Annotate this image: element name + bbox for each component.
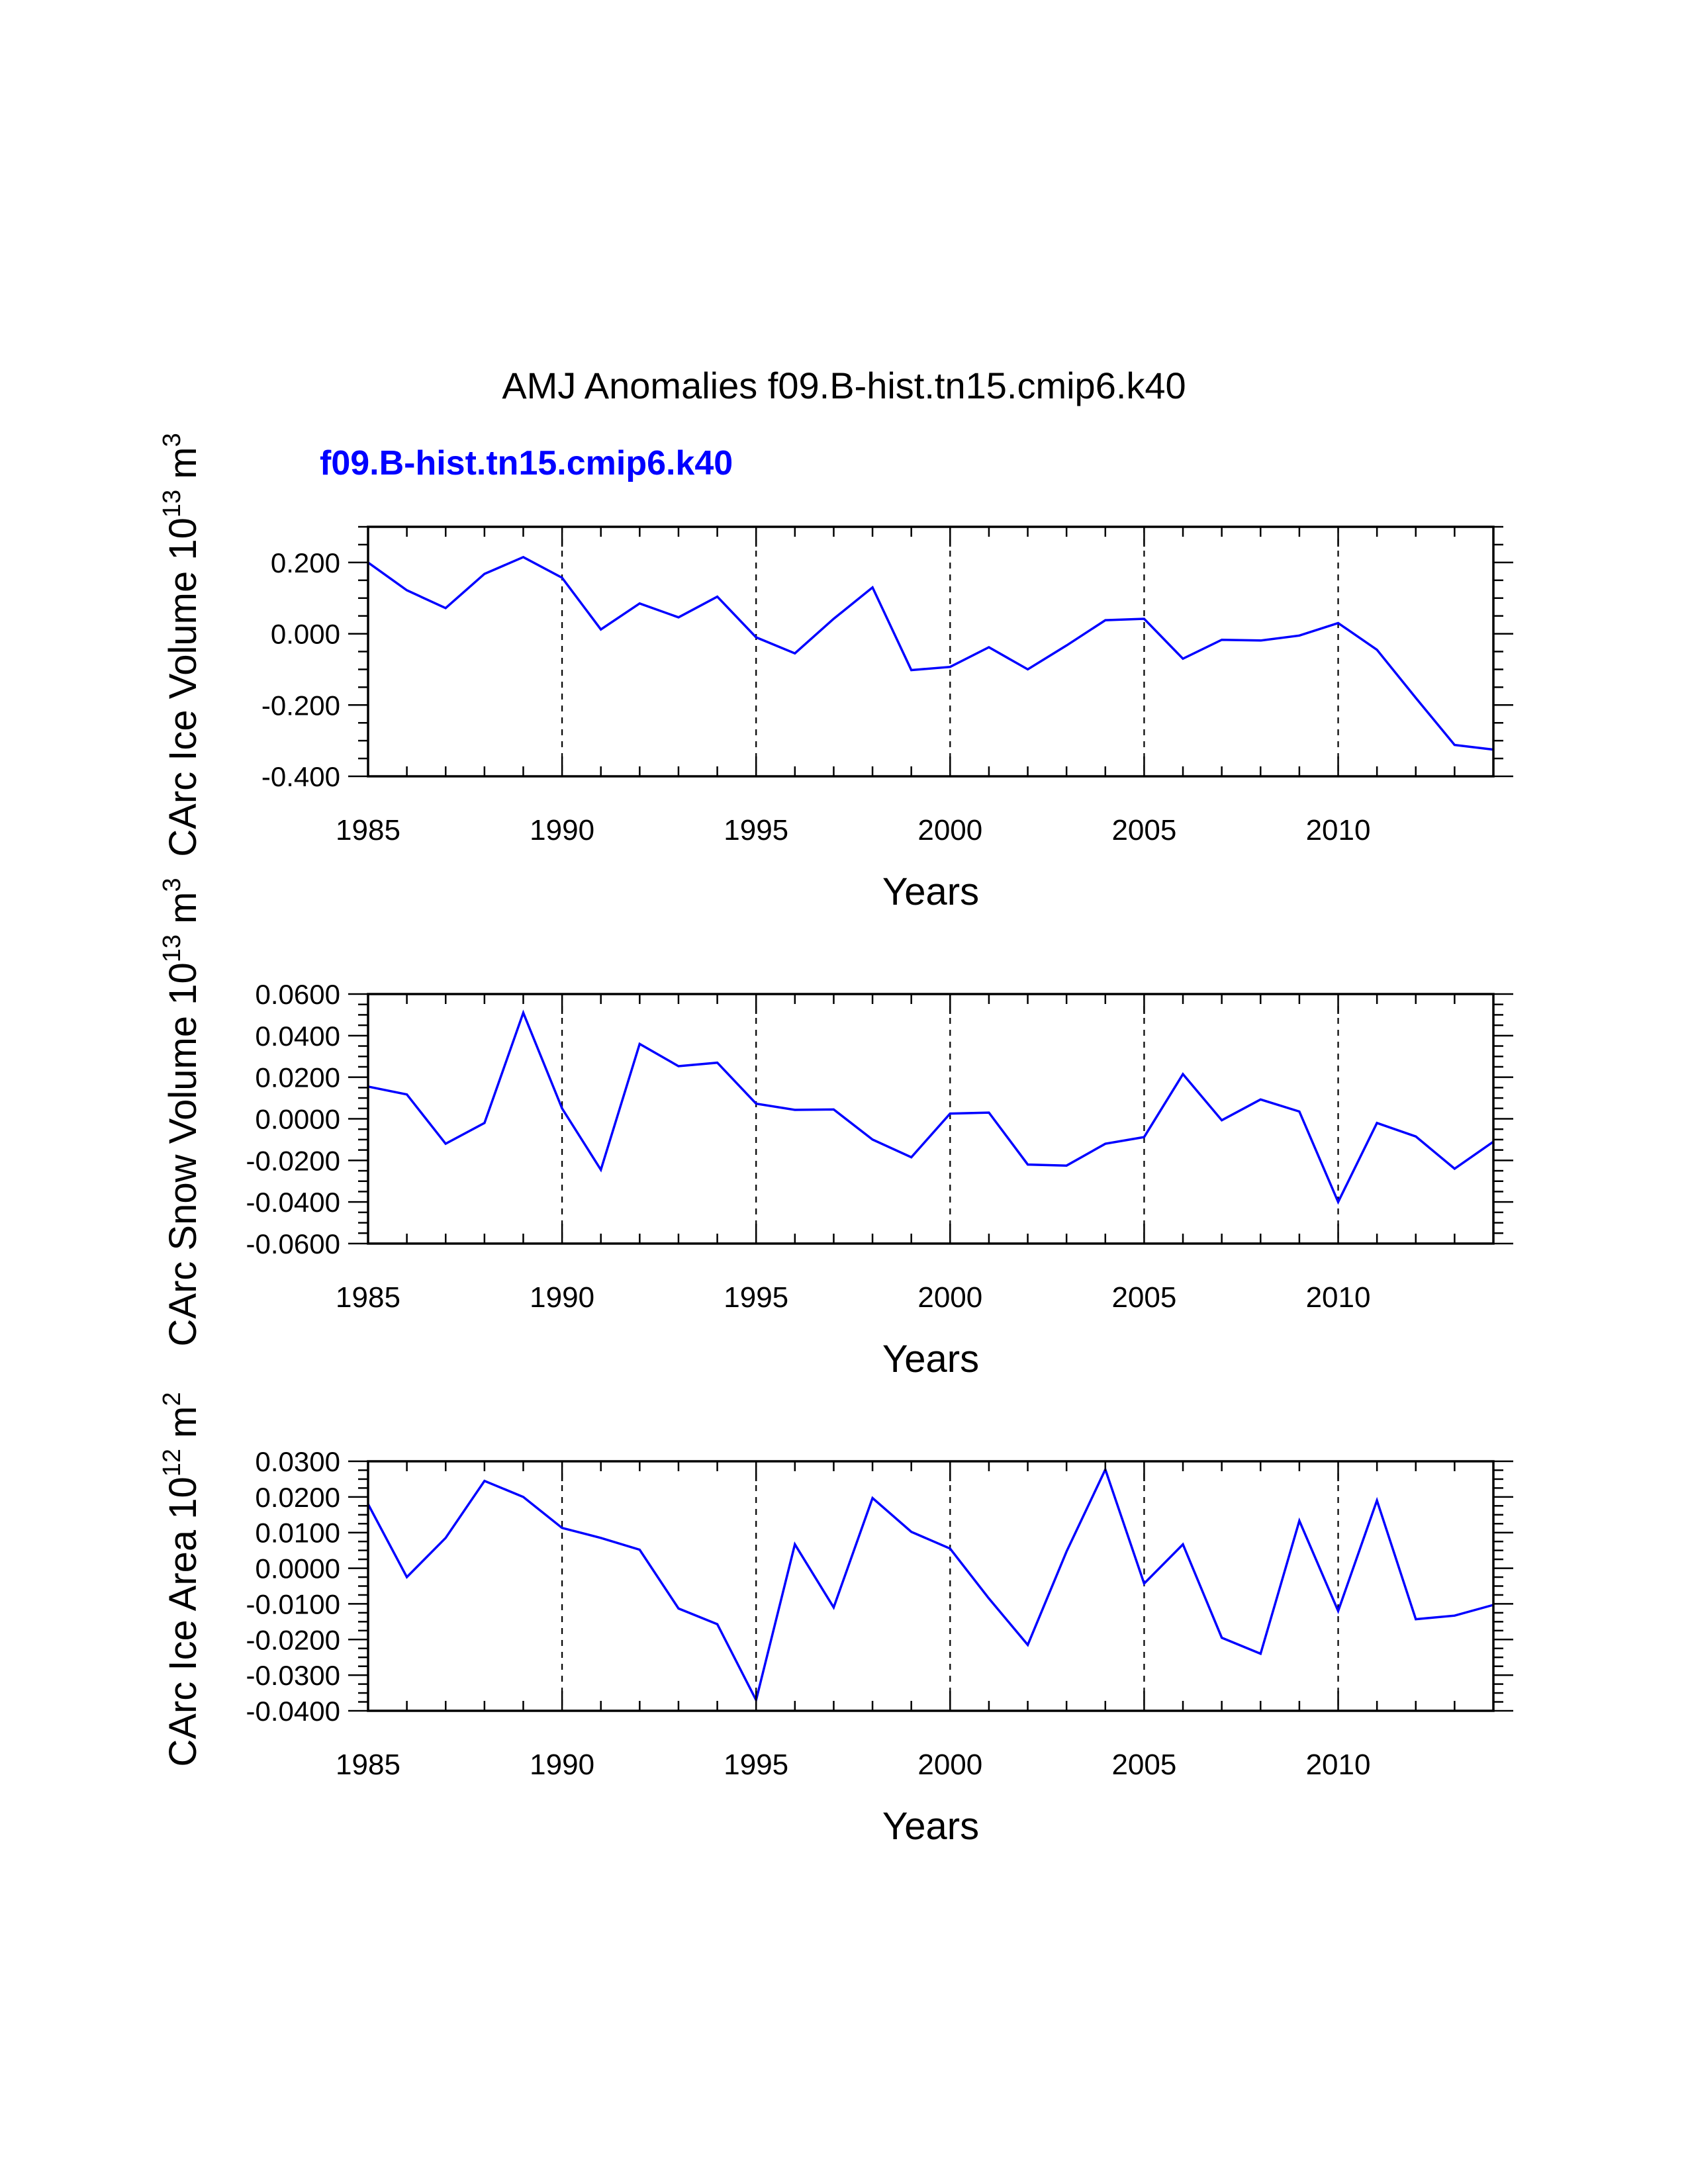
x-tick-label: 2005 [1111, 1281, 1176, 1314]
y-tick-label: -0.0400 [246, 1187, 340, 1218]
y-tick-label: 0.000 [271, 619, 340, 650]
y-tick-label: -0.0100 [246, 1588, 340, 1619]
x-tick-label: 1990 [530, 1749, 594, 1781]
y-axis-label-text: CArc Ice Volume 10 [162, 518, 205, 857]
y-tick-label: 0.0000 [256, 1104, 340, 1135]
y-tick-label: 0.0000 [256, 1553, 340, 1584]
figure-title: AMJ Anomalies f09.B-hist.tn15.cmip6.k40 [502, 365, 1186, 406]
x-tick-label: 1995 [724, 1281, 788, 1314]
x-tick-label: 1985 [336, 1281, 400, 1314]
y-axis-label-unit-power: 2 [158, 1392, 186, 1406]
x-tick-label: 1990 [530, 1281, 594, 1314]
x-tick-label: 1985 [336, 814, 400, 846]
x-tick-label: 1995 [724, 1749, 788, 1781]
y-tick-label: -0.0200 [246, 1145, 340, 1176]
x-tick-label: 2010 [1306, 1749, 1371, 1781]
x-tick-label: 2000 [917, 1281, 982, 1314]
plot-frame [367, 1460, 1495, 1712]
x-tick-label: 2005 [1111, 1749, 1176, 1781]
y-tick-label: 0.0200 [256, 1482, 340, 1513]
chart-panel-3: 1985 1990 1995 2000 2005 2010 -0.0400 -0.0300 -0… [158, 1392, 1513, 1848]
x-tick-label: 2000 [917, 814, 982, 846]
plot-frame [367, 993, 1495, 1245]
y-axis-label-unit-power: 3 [158, 878, 186, 891]
y-tick-label: 0.0200 [256, 1062, 340, 1093]
y-axis-label-unit-power: 3 [158, 433, 186, 447]
x-tick-label: 1995 [724, 814, 788, 846]
y-tick-label: 0.0400 [256, 1021, 340, 1052]
y-tick-label: -0.0300 [246, 1660, 340, 1691]
y-tick-label: -0.400 [261, 761, 340, 792]
x-tick-label: 2010 [1306, 814, 1371, 846]
y-tick-label: -0.200 [261, 690, 340, 721]
y-tick-label: -0.0400 [246, 1696, 340, 1727]
chart-panels: 1985 1990 1995 2000 2005 2010 -0.400 -0.200 0.00… [158, 433, 1513, 1848]
x-tick-label: 1990 [530, 814, 594, 846]
case-label: f09.B-hist.tn15.cmip6.k40 [320, 444, 733, 482]
y-tick-label: 0.200 [271, 547, 340, 578]
y-tick-label: 0.0600 [256, 979, 340, 1010]
x-tick-label: 2000 [917, 1749, 982, 1781]
y-tick-label: -0.0600 [246, 1228, 340, 1259]
data-series-line [367, 1009, 1494, 1205]
y-axis-label-unit: m [162, 892, 205, 934]
y-axis-label-unit: m [162, 1406, 205, 1448]
y-tick-label: 0.0100 [256, 1518, 340, 1549]
x-tick-label: 1985 [336, 1749, 400, 1781]
chart-panel-2: 1985 1990 1995 2000 2005 2010 -0.0600 -0.0400 -0… [158, 878, 1513, 1381]
y-tick-label: 0.0300 [256, 1446, 340, 1477]
y-axis-label-exponent: 12 [158, 1449, 186, 1477]
y-axis-label-unit: m [162, 447, 205, 489]
data-series-line [367, 1466, 1494, 1704]
x-axis-label: Years [882, 870, 979, 913]
y-axis-label-text: CArc Ice Area 10 [162, 1477, 205, 1766]
y-axis-label: CArc Ice Area 1012 m2 [158, 1392, 205, 1766]
data-series-line [367, 555, 1494, 751]
chart-panel-1: 1985 1990 1995 2000 2005 2010 -0.400 -0.200 0.00… [158, 433, 1513, 913]
x-axis-label: Years [882, 1338, 979, 1381]
y-axis-label-exponent: 13 [158, 490, 186, 518]
x-tick-label: 2010 [1306, 1281, 1371, 1314]
y-tick-label: -0.0200 [246, 1624, 340, 1655]
y-axis-label: CArc Ice Volume 1013 m3 [158, 433, 205, 856]
x-tick-label: 2005 [1111, 814, 1176, 846]
y-axis-label: CArc Snow Volume 1013 m3 [158, 878, 205, 1346]
y-axis-label-text: CArc Snow Volume 10 [162, 962, 205, 1346]
y-axis-label-exponent: 13 [158, 934, 186, 962]
x-axis-label: Years [882, 1805, 979, 1848]
